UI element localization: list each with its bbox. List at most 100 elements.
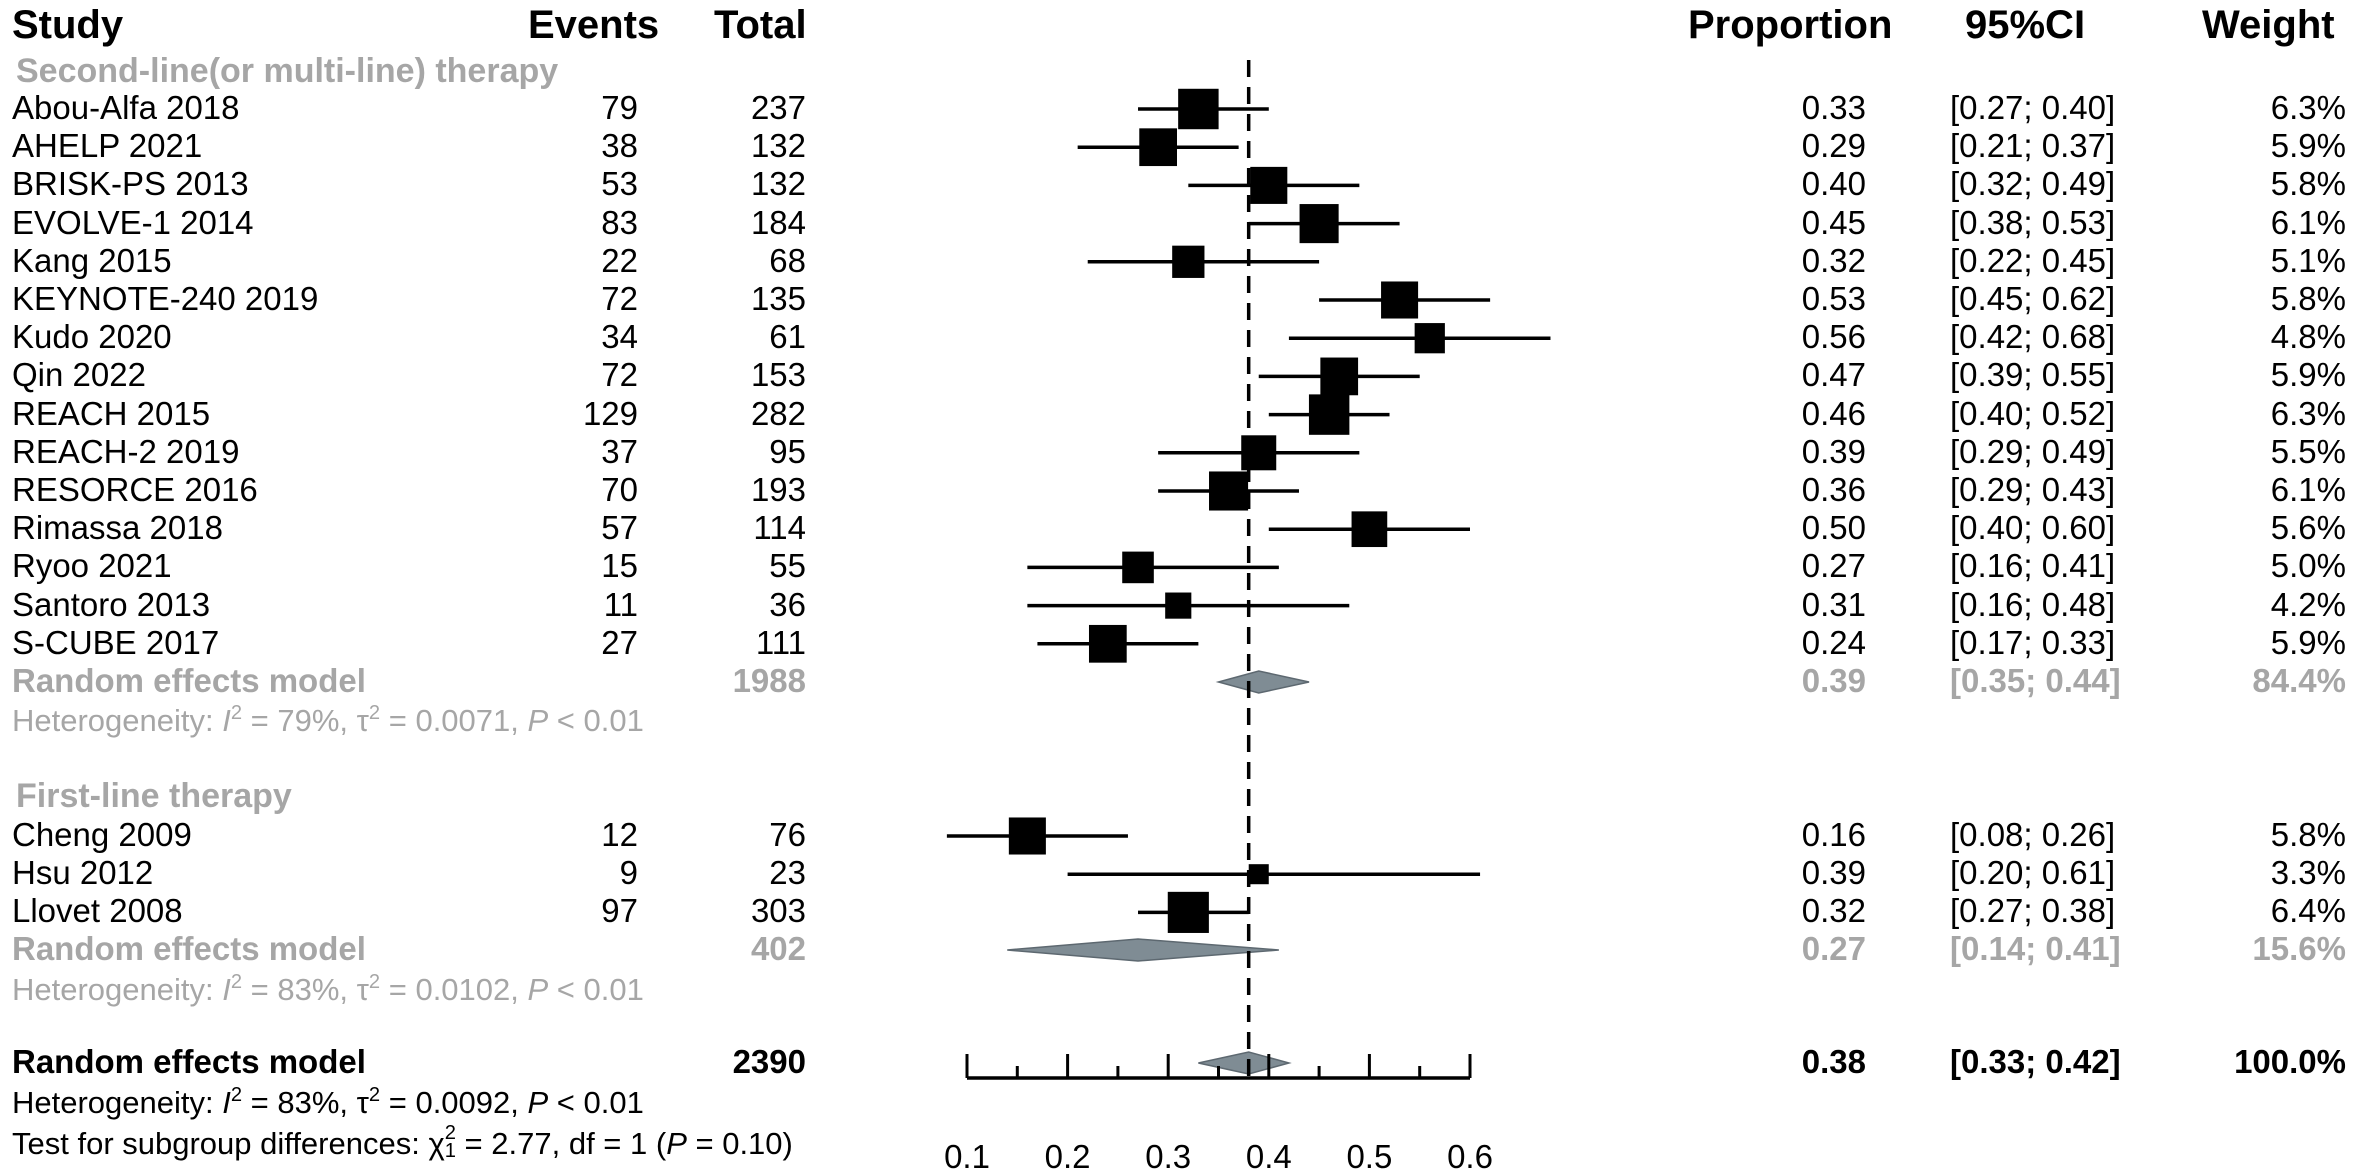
- proportion-value: 0.56: [1801, 318, 1866, 356]
- study-marker: [1299, 204, 1339, 244]
- ci-value: [0.14; 0.41]: [1950, 930, 2121, 967]
- study-name: EVOLVE-1 2014: [12, 203, 254, 241]
- test-p-value: = 0.10): [686, 1126, 793, 1162]
- superscript-2: 2: [368, 1083, 381, 1106]
- het-prefix: Heterogeneity:: [12, 1085, 223, 1120]
- pooled-label: Random effects model: [12, 662, 366, 699]
- proportion-value: 0.32: [1801, 892, 1866, 930]
- heterogeneity-text: Heterogeneity: I2 = 79%, τ2 = 0.0071, P …: [12, 701, 644, 738]
- proportion-value: 0.50: [1801, 509, 1866, 547]
- total-value: 95: [769, 432, 806, 470]
- weight-value: 100.0%: [2234, 1043, 2346, 1080]
- weight-value: 15.6%: [2252, 930, 2346, 967]
- het-p-label: P: [527, 972, 549, 1007]
- study-marker: [1122, 551, 1154, 584]
- heterogeneity-text: Heterogeneity: I2 = 83%, τ2 = 0.0092, P …: [12, 1083, 644, 1120]
- test-p-label: P: [666, 1126, 687, 1162]
- ci-value: [0.39; 0.55]: [1950, 356, 2116, 394]
- superscript-2: 2: [368, 970, 381, 993]
- x-tick-label: 0.1: [944, 1138, 990, 1175]
- x-tick-label: 0.5: [1346, 1138, 1392, 1175]
- events-value: 22: [601, 241, 638, 279]
- test-chi-value: = 2.77, df = 1 (: [455, 1126, 667, 1162]
- study-name: RESORCE 2016: [12, 471, 258, 508]
- study-marker: [1165, 592, 1192, 619]
- study-name: Kang 2015: [12, 241, 172, 279]
- study-name: Ryoo 2021: [12, 547, 172, 585]
- study-name: Kudo 2020: [12, 318, 172, 356]
- total-value: 68: [769, 241, 806, 279]
- study-name: Santoro 2013: [12, 585, 211, 623]
- study-marker: [1008, 817, 1046, 855]
- total-value: 153: [750, 356, 806, 394]
- weight-value: 4.8%: [2270, 318, 2346, 356]
- ci-value: [0.42; 0.68]: [1950, 318, 2116, 356]
- weight-value: 5.6%: [2270, 509, 2346, 547]
- pooled-label: Random effects model: [12, 930, 366, 967]
- events-value: 83: [601, 203, 638, 241]
- pooled-diamond: [1198, 1051, 1292, 1075]
- ci-value: [0.21; 0.37]: [1950, 127, 2116, 165]
- study-marker: [1308, 394, 1350, 435]
- events-value: 11: [603, 585, 638, 623]
- x-tick-label: 0.4: [1246, 1138, 1292, 1175]
- total-value: 184: [750, 203, 806, 241]
- header-total: Total: [714, 3, 807, 47]
- total-value: 303: [750, 892, 806, 930]
- proportion-value: 0.40: [1801, 165, 1866, 203]
- het-tau-label: τ: [356, 972, 369, 1007]
- ci-value: [0.35; 0.44]: [1950, 662, 2121, 699]
- total-value: 23: [769, 854, 806, 892]
- proportion-value: 0.27: [1801, 930, 1866, 967]
- weight-value: 4.2%: [2270, 585, 2346, 623]
- het-i2-value: = 83%,: [242, 1085, 357, 1120]
- study-name: REACH-2 2019: [12, 432, 240, 470]
- events-value: 129: [582, 394, 638, 432]
- heterogeneity-text: Heterogeneity: I2 = 83%, τ2 = 0.0102, P …: [12, 970, 644, 1007]
- weight-value: 5.9%: [2270, 356, 2346, 394]
- proportion-value: 0.39: [1801, 854, 1866, 892]
- study-name: Abou-Alfa 2018: [12, 89, 240, 126]
- study-marker: [1241, 435, 1277, 471]
- proportion-value: 0.36: [1801, 471, 1866, 508]
- total-value: 132: [750, 165, 806, 203]
- het-tau-value: = 0.0071,: [380, 703, 528, 738]
- events-value: 70: [601, 471, 638, 508]
- ci-value: [0.20; 0.61]: [1950, 854, 2116, 892]
- ci-value: [0.29; 0.49]: [1950, 432, 2116, 470]
- proportion-value: 0.45: [1801, 203, 1866, 241]
- ci-value: [0.40; 0.60]: [1950, 509, 2116, 547]
- proportion-value: 0.46: [1801, 394, 1866, 432]
- proportion-value: 0.31: [1801, 585, 1866, 623]
- header-weight: Weight: [2202, 3, 2335, 47]
- weight-value: 5.5%: [2270, 432, 2346, 470]
- pooled-diamond: [1215, 670, 1310, 694]
- events-value: 72: [601, 356, 638, 394]
- study-marker: [1088, 624, 1127, 663]
- pooled-label: Random effects model: [12, 1043, 366, 1080]
- pooled-diamond: [1007, 938, 1279, 962]
- study-marker: [1172, 245, 1205, 278]
- events-value: 38: [601, 127, 638, 165]
- weight-value: 5.1%: [2270, 241, 2346, 279]
- weight-value: 6.1%: [2270, 471, 2346, 508]
- proportion-value: 0.16: [1801, 816, 1866, 853]
- weight-value: 84.4%: [2252, 662, 2346, 699]
- total-value: 402: [750, 930, 806, 967]
- total-value: 193: [750, 471, 806, 508]
- ci-value: [0.22; 0.45]: [1950, 241, 2116, 279]
- header-proportion: Proportion: [1688, 3, 1893, 47]
- het-i2-label: I: [222, 1085, 231, 1120]
- study-name: AHELP 2021: [12, 127, 203, 165]
- total-value: 135: [750, 280, 806, 317]
- superscript-2: 2: [230, 701, 243, 724]
- superscript-2: 2: [368, 701, 381, 724]
- header-events: Events: [528, 3, 660, 47]
- superscript-2: 2: [230, 1083, 243, 1106]
- total-value: 76: [769, 816, 806, 853]
- x-tick-label: 0.3: [1145, 1138, 1191, 1175]
- het-tau-value: = 0.0102,: [380, 972, 528, 1007]
- study-marker: [1351, 511, 1388, 548]
